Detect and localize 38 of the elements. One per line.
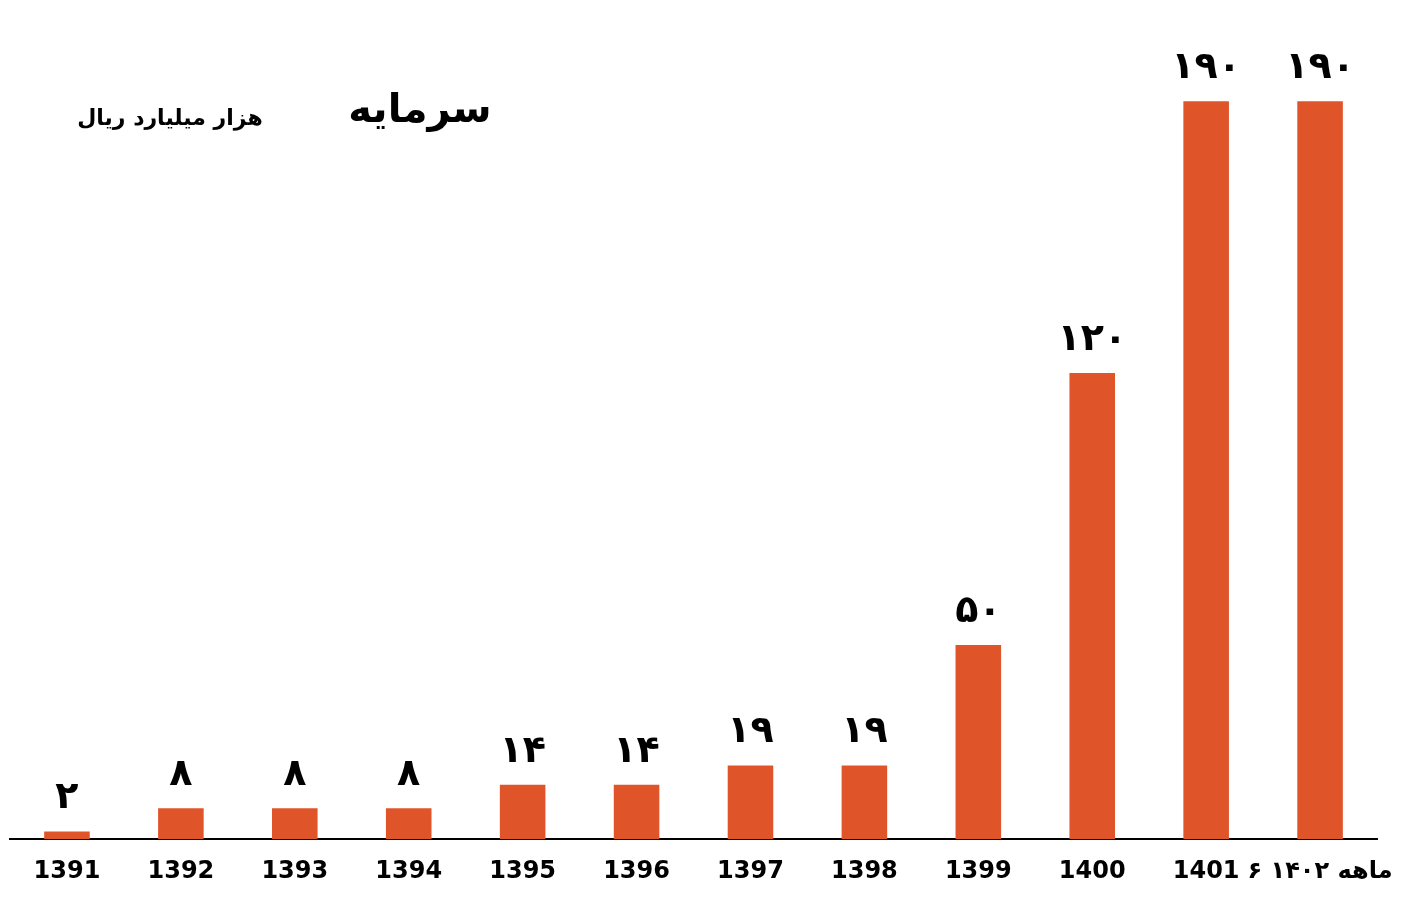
data-label: ۱۹۰	[1285, 43, 1355, 88]
data-label: ۱۲۰	[1057, 314, 1128, 359]
bar	[385, 808, 432, 840]
x-tick-label: 1392	[147, 855, 215, 884]
x-tick-label: 1393	[261, 855, 329, 884]
bar	[841, 765, 888, 840]
x-tick-label: 1391	[33, 855, 101, 884]
x-tick-label: 1396	[603, 855, 670, 884]
bar	[272, 808, 318, 840]
bar	[955, 644, 1002, 840]
data-label: ۱۹۰	[1171, 43, 1241, 88]
data-label: ۱۹	[727, 707, 774, 752]
bar	[44, 831, 90, 840]
bar	[499, 784, 546, 840]
x-tick-label: 1395	[489, 855, 557, 884]
data-label: ۵۰	[955, 586, 1002, 631]
bar	[727, 765, 774, 840]
data-label: ۱۹	[841, 707, 888, 752]
x-tick-label: 1397	[717, 855, 784, 884]
data-label: ۸	[283, 750, 307, 794]
data-label: ۸	[397, 750, 421, 794]
bar	[1297, 101, 1343, 840]
x-tick-label: 1398	[831, 855, 898, 884]
chart-subtitle: هزار میلیارد ریال	[76, 105, 264, 130]
bar	[158, 808, 204, 840]
x-tick-label: 1399	[944, 855, 1012, 884]
data-label: ۸	[169, 750, 193, 794]
data-label: ۱۴	[613, 726, 660, 771]
data-label: ۲	[55, 773, 79, 818]
x-tick-label: ۶ ماهه ۱۴۰۲	[1247, 855, 1393, 884]
bar	[613, 784, 660, 840]
bar	[1183, 101, 1229, 840]
x-tick-label: 1394	[375, 855, 443, 884]
data-label: ۱۴	[499, 726, 546, 771]
x-tick-label: 1400	[1058, 855, 1126, 884]
x-tick-label: 1401	[1172, 855, 1240, 884]
chart-title: سرمایه	[347, 85, 493, 131]
bar	[1069, 373, 1116, 840]
